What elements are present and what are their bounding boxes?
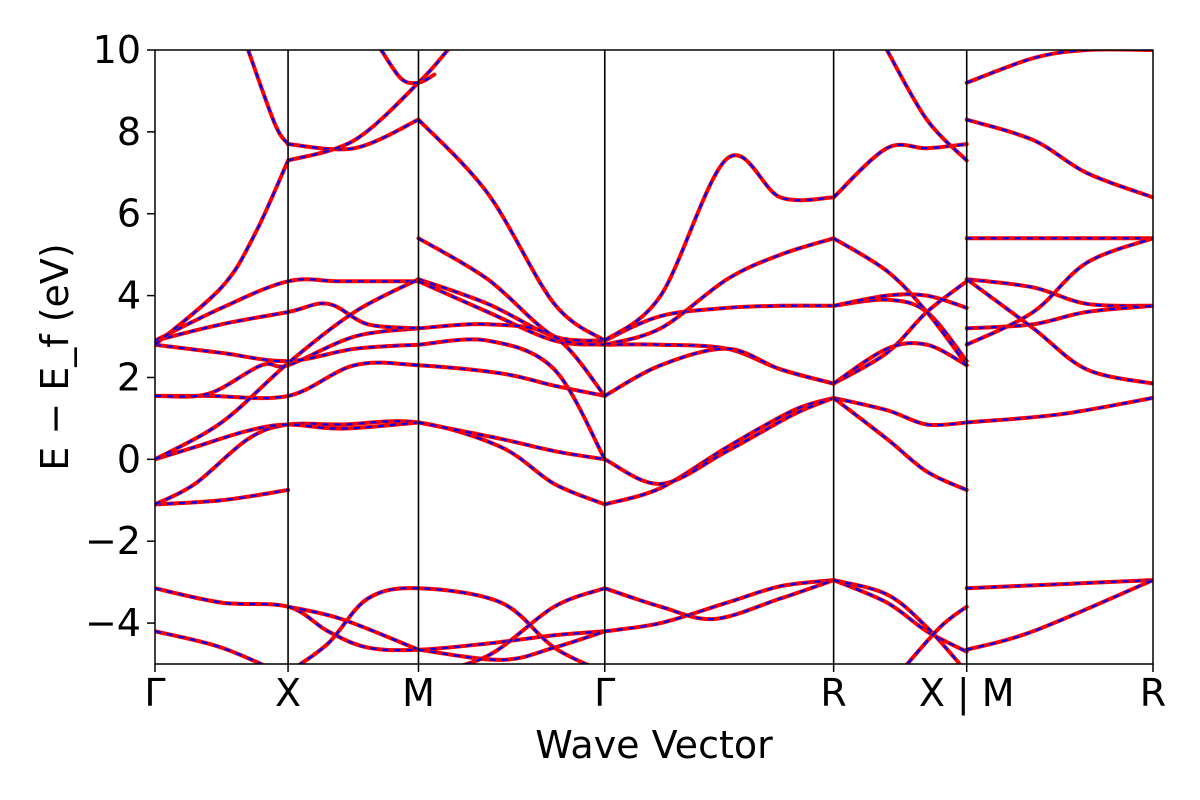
band-line-54	[831, 142, 969, 200]
band-line-48	[286, 117, 421, 152]
band-dash-48	[288, 118, 419, 151]
band-dash-44	[966, 237, 1153, 346]
band-line-3	[296, 586, 591, 664]
band-dash-0	[155, 630, 264, 664]
band-lines	[155, 50, 1153, 664]
band-dash-38	[833, 237, 968, 366]
band-line-8	[831, 578, 969, 654]
y-tick-label: 0	[117, 437, 141, 481]
band-line-0	[155, 629, 267, 664]
band-line-39	[831, 341, 969, 386]
band-dash-12	[966, 579, 1153, 651]
band-line-1	[155, 586, 607, 653]
band-dash-20	[832, 397, 968, 492]
y-tick-label: 6	[117, 192, 141, 236]
band-line-4	[416, 629, 607, 662]
band-dash-23	[155, 327, 419, 398]
band-line-12	[964, 578, 1153, 652]
band-dash-5	[463, 587, 606, 664]
band-line-52	[416, 236, 607, 347]
band-dash-53	[604, 154, 834, 342]
band-line-11	[964, 578, 1153, 591]
y-tick-label: −4	[85, 601, 141, 645]
band-dash-45	[966, 278, 1153, 385]
band-dash-29	[418, 280, 605, 346]
band-dash-49	[287, 50, 449, 162]
band-dash-30	[418, 322, 606, 397]
band-dash-50	[380, 50, 435, 85]
band-line-21	[964, 395, 1153, 425]
band-dash-31	[418, 338, 606, 460]
band-dash-40	[833, 293, 968, 309]
band-dash-54	[832, 143, 967, 199]
band-dash-57	[966, 118, 1153, 199]
band-dash-15	[155, 421, 419, 461]
band-line-57	[964, 117, 1153, 200]
band-dash-51	[417, 118, 606, 342]
x-tick-label: X	[275, 671, 301, 715]
band-dash-2	[287, 605, 419, 651]
x-tick-label: R	[820, 671, 846, 715]
band-line-14	[155, 419, 607, 507]
band-dash-8	[833, 579, 968, 653]
x-axis-label: Wave Vector	[535, 723, 773, 767]
x-tick-label: M	[402, 671, 435, 715]
band-line-6	[602, 578, 836, 634]
band-dash-46	[155, 160, 290, 346]
y-tick-label: −2	[85, 519, 141, 563]
band-line-35	[602, 346, 836, 398]
band-line-28	[416, 277, 607, 343]
x-tick-label: Γ	[144, 671, 165, 715]
band-dash-42	[966, 278, 1153, 307]
band-line-24	[155, 342, 421, 364]
band-line-34	[602, 236, 836, 347]
band-dash-17	[604, 396, 834, 506]
band-line-9	[831, 578, 963, 664]
band-line-22	[155, 360, 607, 401]
band-dash-6	[604, 579, 834, 633]
band-dash-56	[966, 50, 1153, 84]
band-dash-18	[604, 396, 835, 486]
band-dash-13	[155, 488, 289, 506]
band-dash-52	[417, 237, 605, 346]
band-dash-7	[604, 579, 834, 621]
band-line-56	[964, 50, 1153, 85]
band-line-43	[964, 303, 1153, 331]
band-dash-22	[155, 361, 606, 400]
high-symmetry-lines	[287, 50, 968, 664]
band-dash-33	[604, 304, 834, 342]
band-dash-3	[298, 587, 589, 664]
band-dash-10	[905, 605, 968, 664]
band-dash-19	[833, 396, 967, 427]
band-dash-36	[833, 280, 968, 385]
band-line-29	[416, 279, 607, 347]
band-dash-27	[155, 278, 420, 461]
y-axis-label: E − E_f (eV)	[33, 243, 77, 471]
band-line-16	[416, 420, 607, 462]
y-tick-label: 10	[93, 28, 141, 72]
band-line-50	[379, 50, 437, 86]
band-line-25	[155, 301, 421, 343]
x-ticks: Γ X M Γ R X | M R	[144, 664, 1166, 716]
band-dash-55	[885, 50, 968, 162]
band-dash-9	[833, 579, 962, 664]
band-dash-43	[966, 304, 1153, 330]
band-line-27	[155, 277, 421, 462]
band-dash-28	[418, 278, 605, 342]
band-line-17	[602, 395, 836, 507]
x-tick-label: Γ	[594, 671, 615, 715]
x-tick-label: R	[1140, 671, 1166, 715]
x-tick-label: X | M	[919, 671, 1015, 716]
y-tick-label: 2	[117, 355, 141, 399]
band-dash-34	[604, 237, 834, 346]
plot-frame	[154, 49, 1154, 665]
y-tick-label: 4	[117, 274, 141, 318]
band-dash-47	[247, 50, 290, 145]
band-dash-35	[604, 347, 834, 397]
y-tick-label: 8	[117, 110, 141, 154]
band-dash-39	[832, 341, 968, 385]
y-ticks: −4 −2 0 2 4 6 8 10	[85, 28, 155, 645]
band-line-20	[831, 395, 969, 492]
